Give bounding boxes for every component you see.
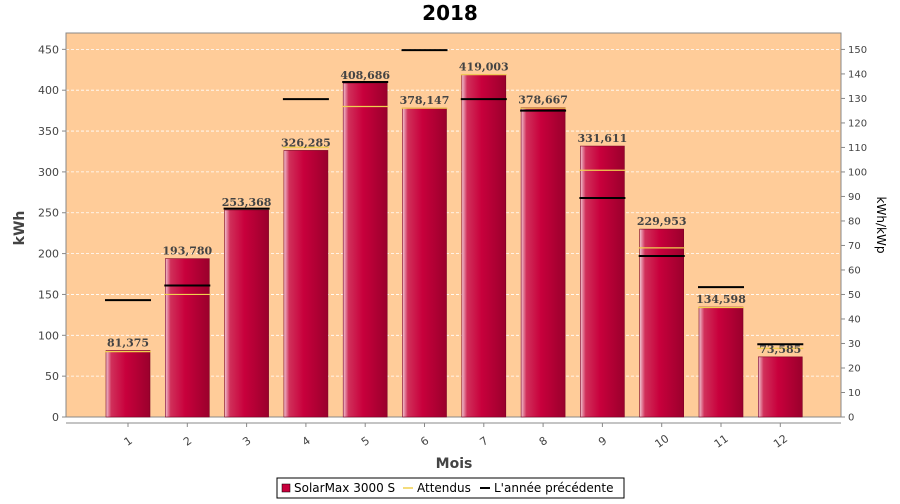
bar-value-label: 229,953 xyxy=(637,215,687,228)
bar xyxy=(283,150,329,418)
x-tick-label: 2 xyxy=(181,434,194,449)
bar-value-label: 378,667 xyxy=(518,94,568,107)
y2-tick-label: 30 xyxy=(848,339,861,350)
x-axis: 1 2 3 4 5 6 7 8 9 10 11 12 xyxy=(66,422,841,451)
y2-tick-label: 90 xyxy=(848,192,861,203)
bar xyxy=(165,258,210,418)
y2-tick-label: 130 xyxy=(848,94,867,105)
y-axis-title: kWh xyxy=(12,211,28,246)
y-tick-label: 200 xyxy=(38,248,59,261)
x-tick-label: 7 xyxy=(477,434,490,449)
bar xyxy=(639,228,685,418)
bar xyxy=(224,209,269,418)
y2-tick-label: 120 xyxy=(848,118,867,129)
y2-tick-label: 140 xyxy=(848,69,867,80)
bars xyxy=(105,74,803,418)
bar-value-label: 408,686 xyxy=(340,69,390,82)
y-tick-label: 0 xyxy=(52,411,59,424)
chart-title: 2018 xyxy=(422,1,478,25)
y2-tick-label: 70 xyxy=(848,241,861,252)
y-tick-label: 50 xyxy=(45,370,59,383)
y2-tick-label: 110 xyxy=(848,143,867,154)
bar-value-label: 134,598 xyxy=(696,293,746,306)
bar-value-label: 193,780 xyxy=(162,245,212,258)
x-tick-label: 12 xyxy=(771,432,790,451)
bar xyxy=(402,107,447,418)
y-tick-label: 350 xyxy=(38,125,59,138)
x-tick-label: 11 xyxy=(712,432,731,451)
bar-value-label: 73,585 xyxy=(759,343,801,356)
x-tick-label: 8 xyxy=(537,434,550,449)
legend-box xyxy=(276,477,625,499)
bar xyxy=(461,74,507,418)
y-tick-label: 150 xyxy=(38,288,59,301)
bar-value-label: 253,368 xyxy=(222,196,272,209)
x-axis-title: Mois xyxy=(436,456,473,472)
y-tick-label: 400 xyxy=(38,84,59,97)
legend-label-solarmax: SolarMax 3000 S xyxy=(294,481,395,495)
y2-tick-label: 60 xyxy=(848,265,861,276)
y-axis-left: 0 50 100 150 200 250 300 350 400 450 xyxy=(38,33,67,424)
x-tick-label: 9 xyxy=(596,434,609,449)
bar-value-label: 326,285 xyxy=(281,136,331,149)
value-labels: 81,375 193,780 253,368 326,285 408,686 378,14… xyxy=(107,61,801,356)
x-tick-label: 4 xyxy=(300,434,313,449)
y2-tick-label: 100 xyxy=(848,167,867,178)
legend: SolarMax 3000 S Attendus L'année précéde… xyxy=(276,477,625,499)
bar xyxy=(580,145,625,418)
y-tick-label: 300 xyxy=(38,166,59,179)
bar xyxy=(342,82,388,418)
legend-label-annee-precedente: L'année précédente xyxy=(494,481,613,495)
x-tick-label: 3 xyxy=(240,434,253,449)
y-tick-label: 450 xyxy=(38,43,59,56)
legend-swatch-bar xyxy=(281,483,291,493)
x-tick-label: 5 xyxy=(359,434,372,449)
y-axis-right: 0 10 20 30 40 50 60 70 80 90 100 110 120 130 140 150 xyxy=(840,33,867,424)
legend-label-attendus: Attendus xyxy=(417,481,471,495)
bar-value-label: 419,003 xyxy=(459,61,509,74)
bar-value-label: 81,375 xyxy=(107,337,149,350)
bar xyxy=(520,107,566,418)
bar xyxy=(698,306,744,418)
y2-tick-label: 80 xyxy=(848,216,861,227)
x-tick-label: 1 xyxy=(122,434,135,449)
y2-tick-label: 20 xyxy=(848,363,861,374)
y-tick-label: 100 xyxy=(38,329,59,342)
y2-tick-label: 0 xyxy=(848,413,854,424)
y2-axis-title: kWh/kWp xyxy=(874,197,888,254)
bar-value-label: 331,611 xyxy=(578,132,628,145)
y2-tick-label: 150 xyxy=(848,45,867,56)
markers xyxy=(105,49,804,353)
bar-value-label: 378,147 xyxy=(400,94,450,107)
x-tick-label: 10 xyxy=(653,432,672,451)
y-tick-label: 250 xyxy=(38,207,59,220)
bar xyxy=(105,350,151,418)
y2-tick-label: 50 xyxy=(848,290,861,301)
y2-tick-label: 40 xyxy=(848,314,861,325)
x-tick-label: 6 xyxy=(418,434,431,449)
bar xyxy=(757,356,803,418)
y2-tick-label: 10 xyxy=(848,388,861,399)
